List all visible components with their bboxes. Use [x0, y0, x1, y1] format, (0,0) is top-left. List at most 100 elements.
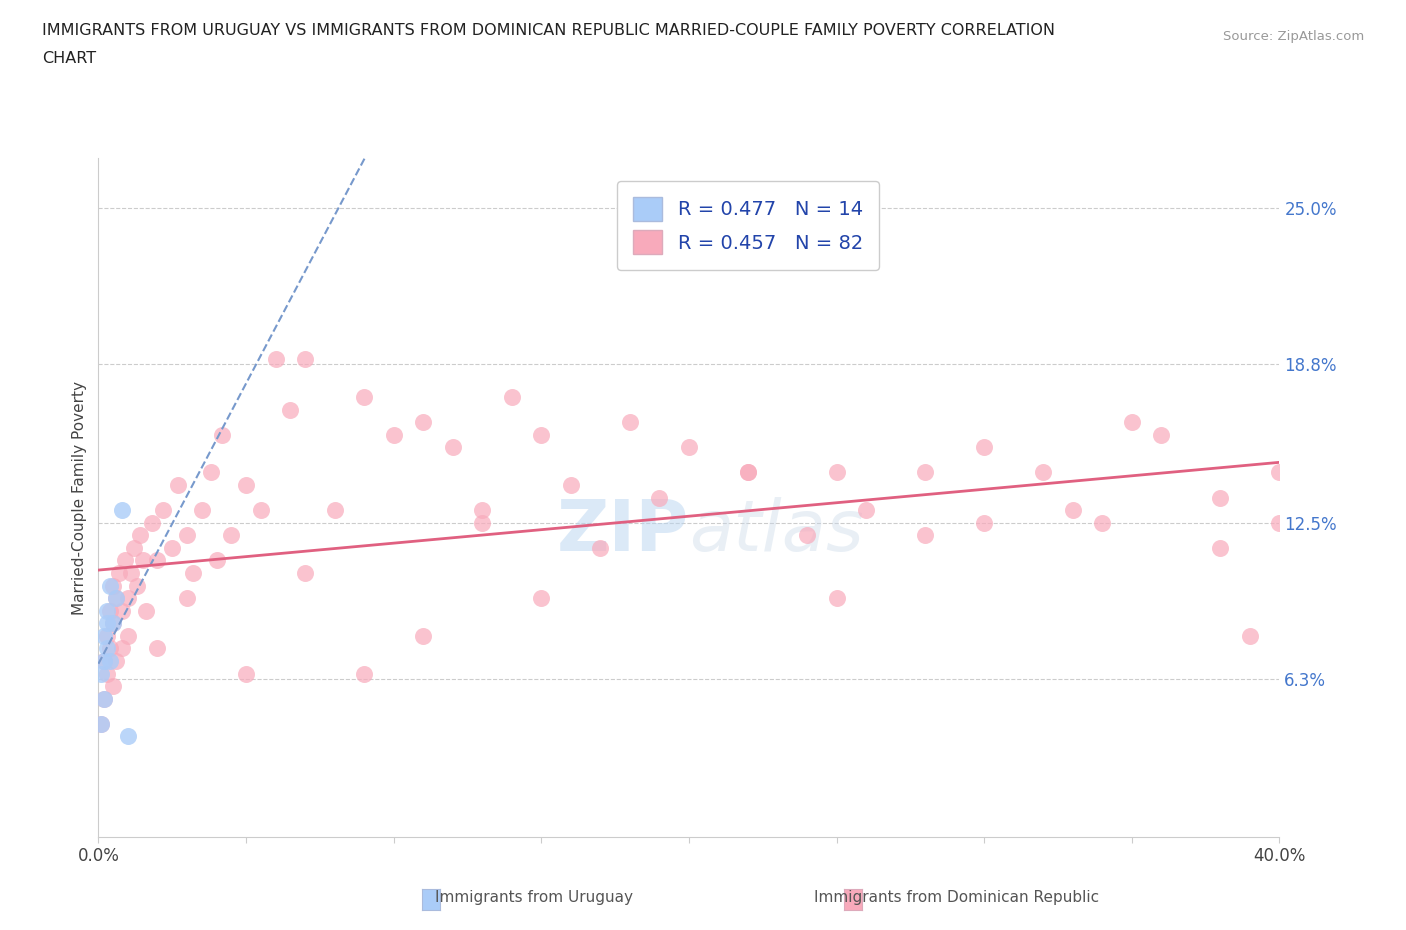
- Point: [111, 641, 134, 656]
- Point: [796, 528, 818, 543]
- Point: [93, 691, 115, 706]
- Point: [264, 352, 287, 366]
- Point: [200, 465, 222, 480]
- Point: [278, 402, 302, 417]
- Point: [412, 629, 434, 644]
- Point: [90, 716, 112, 731]
- Point: [162, 540, 183, 555]
- Point: [211, 427, 233, 442]
- Legend: R = 0.477   N = 14, R = 0.457   N = 82: R = 0.477 N = 14, R = 0.457 N = 82: [617, 181, 879, 270]
- Point: [323, 503, 346, 518]
- Point: [176, 528, 198, 543]
- Point: [382, 427, 405, 442]
- Point: [111, 503, 134, 518]
- Point: [128, 528, 150, 543]
- Point: [105, 654, 128, 669]
- Point: [294, 352, 316, 366]
- Point: [146, 553, 169, 568]
- Point: [501, 390, 523, 405]
- Text: Immigrants from Uruguay: Immigrants from Uruguay: [436, 890, 633, 905]
- Point: [973, 440, 995, 455]
- Point: [235, 477, 257, 492]
- Point: [914, 528, 936, 543]
- Point: [167, 477, 190, 492]
- Point: [103, 578, 125, 593]
- Point: [825, 591, 848, 605]
- Point: [441, 440, 464, 455]
- Point: [1150, 427, 1173, 442]
- Text: atlas: atlas: [689, 497, 863, 566]
- Point: [1091, 515, 1114, 530]
- Point: [1209, 490, 1232, 505]
- Text: ZIP: ZIP: [557, 497, 689, 566]
- Point: [117, 729, 139, 744]
- Point: [648, 490, 671, 505]
- Text: IMMIGRANTS FROM URUGUAY VS IMMIGRANTS FROM DOMINICAN REPUBLIC MARRIED-COUPLE FAM: IMMIGRANTS FROM URUGUAY VS IMMIGRANTS FR…: [42, 23, 1054, 38]
- Point: [530, 427, 553, 442]
- Point: [103, 616, 125, 631]
- Point: [737, 465, 759, 480]
- Point: [737, 465, 759, 480]
- Point: [108, 565, 131, 580]
- Point: [122, 540, 145, 555]
- Point: [589, 540, 612, 555]
- Point: [96, 641, 118, 656]
- Text: Source: ZipAtlas.com: Source: ZipAtlas.com: [1223, 30, 1364, 43]
- Point: [98, 604, 121, 618]
- Point: [141, 515, 163, 530]
- Point: [1239, 629, 1261, 644]
- Point: [1062, 503, 1084, 518]
- Point: [114, 553, 136, 568]
- Point: [96, 629, 118, 644]
- Point: [1121, 415, 1143, 430]
- Point: [678, 440, 700, 455]
- Point: [353, 390, 375, 405]
- Point: [96, 666, 118, 681]
- Point: [825, 465, 848, 480]
- Point: [973, 515, 995, 530]
- Point: [146, 641, 169, 656]
- Point: [90, 666, 112, 681]
- Point: [117, 591, 139, 605]
- Point: [93, 654, 115, 669]
- Point: [117, 629, 139, 644]
- Point: [530, 591, 553, 605]
- Point: [152, 503, 174, 518]
- Point: [219, 528, 242, 543]
- Point: [105, 591, 128, 605]
- Point: [93, 654, 115, 669]
- Point: [93, 691, 115, 706]
- Point: [1209, 540, 1232, 555]
- Point: [619, 415, 641, 430]
- Point: [914, 465, 936, 480]
- Point: [412, 415, 434, 430]
- Point: [176, 591, 198, 605]
- Point: [471, 503, 494, 518]
- Point: [90, 716, 112, 731]
- Point: [191, 503, 214, 518]
- Point: [205, 553, 228, 568]
- Point: [181, 565, 204, 580]
- Point: [1268, 515, 1291, 530]
- Point: [103, 679, 125, 694]
- Point: [98, 641, 121, 656]
- Point: [98, 578, 121, 593]
- Point: [294, 565, 316, 580]
- Point: [103, 616, 125, 631]
- Point: [235, 666, 257, 681]
- Point: [96, 616, 118, 631]
- Point: [105, 591, 128, 605]
- Point: [855, 503, 877, 518]
- Point: [98, 654, 121, 669]
- Point: [250, 503, 273, 518]
- Y-axis label: Married-Couple Family Poverty: Married-Couple Family Poverty: [72, 380, 87, 615]
- Point: [120, 565, 142, 580]
- Text: Immigrants from Dominican Republic: Immigrants from Dominican Republic: [814, 890, 1098, 905]
- Point: [125, 578, 148, 593]
- Point: [353, 666, 375, 681]
- Point: [135, 604, 157, 618]
- Point: [1268, 465, 1291, 480]
- Point: [471, 515, 494, 530]
- Point: [93, 629, 115, 644]
- Point: [111, 604, 134, 618]
